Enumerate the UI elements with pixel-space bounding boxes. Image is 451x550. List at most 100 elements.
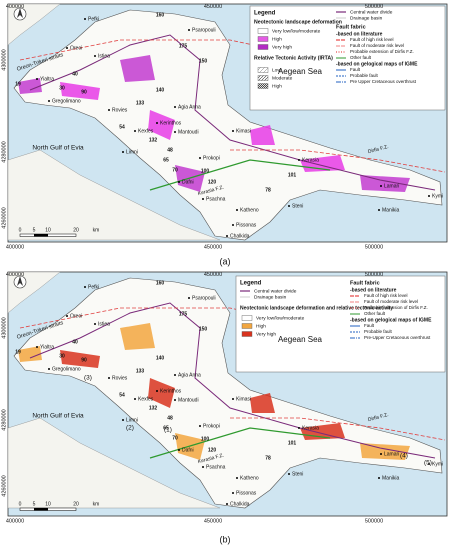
fault — [149, 427, 331, 459]
label: Yialtra — [40, 344, 54, 350]
label: Fault of moderate risk level — [350, 43, 404, 48]
label: Neotectonic landscape deformation — [254, 19, 342, 25]
legend — [249, 5, 446, 111]
label: 48 — [167, 147, 173, 153]
label: (5) — [424, 460, 432, 467]
island — [13, 277, 443, 509]
label: Central water divide — [254, 288, 297, 294]
place-dot — [232, 492, 234, 494]
map-panel — [7, 3, 448, 243]
water-divide — [29, 302, 436, 459]
label: Very low/low/moderate — [272, 28, 321, 34]
place-dot — [156, 390, 158, 392]
label: Fault of moderate risk level — [364, 299, 418, 304]
label: Pissonas — [236, 222, 257, 228]
label: Dafni — [182, 447, 194, 453]
label: Legend — [254, 11, 276, 17]
place-dot — [188, 297, 190, 299]
zone — [18, 78, 42, 94]
place-dot — [174, 106, 176, 108]
island — [13, 9, 443, 241]
place-dot — [202, 466, 204, 468]
label: km — [93, 501, 100, 507]
zone — [148, 378, 175, 408]
label: 4280000 — [1, 141, 7, 162]
north-arrow — [17, 276, 23, 286]
place-dot — [94, 55, 96, 57]
zone — [250, 393, 275, 413]
water-divide — [29, 34, 436, 191]
label: Kexfes — [138, 128, 154, 134]
label: Limni — [126, 149, 138, 155]
place-dot — [108, 377, 110, 379]
label: 70 — [172, 435, 178, 441]
legend-swatch — [257, 28, 269, 34]
place-dot — [378, 209, 380, 211]
label: Rovies — [112, 107, 128, 113]
place-dot — [48, 100, 50, 102]
label: Fault — [350, 67, 361, 72]
label: (4) — [400, 453, 408, 460]
label: Psachna — [206, 464, 226, 470]
legend-swatch — [257, 44, 269, 50]
zone — [250, 125, 275, 145]
label: 400000 — [6, 518, 24, 524]
label: -based on literature — [336, 31, 383, 37]
label: Prokopi — [203, 155, 220, 161]
place-dot — [174, 131, 176, 133]
north-arrow — [17, 8, 23, 18]
label: 78 — [265, 455, 271, 461]
label: (b) — [220, 534, 231, 544]
zone — [120, 323, 155, 350]
label: 5 — [33, 501, 36, 507]
place-dot — [226, 235, 228, 237]
label: Fault fabric — [336, 24, 366, 30]
label: Pissonas — [236, 490, 257, 496]
label: 20 — [73, 501, 79, 507]
place-dot — [84, 286, 86, 288]
label: Very high — [256, 331, 276, 337]
place-dot — [66, 315, 68, 317]
label: Low — [272, 67, 281, 73]
place-dot — [94, 323, 96, 325]
place-dot — [288, 205, 290, 207]
legend-swatch — [257, 83, 269, 89]
label: 65 — [163, 425, 169, 431]
scale-bar — [34, 234, 48, 237]
label: Kerasia — [302, 425, 319, 431]
label: 400000 — [6, 244, 24, 250]
label: Kymi — [432, 461, 443, 467]
label: 101 — [288, 172, 297, 178]
label: 100 — [201, 436, 210, 442]
label: Other fault — [364, 311, 386, 316]
label: Prokopi — [203, 423, 220, 429]
label: Kimasi — [236, 396, 251, 402]
label: High — [256, 323, 266, 329]
label: 10 — [45, 501, 51, 507]
label: -based on literature — [350, 287, 397, 293]
label: Yialtra — [40, 76, 54, 82]
label: Kerasia — [302, 157, 319, 163]
place-dot — [428, 195, 430, 197]
label: 19 — [15, 349, 21, 355]
label: (1) — [164, 427, 172, 434]
label: 0 — [19, 501, 22, 507]
label: North Gulf of Evia — [32, 413, 84, 420]
label: 20 — [73, 227, 79, 233]
place-dot — [380, 185, 382, 187]
place-dot — [36, 346, 38, 348]
label: Oreoi — [70, 313, 82, 319]
label: Fault of high risk level — [364, 293, 408, 298]
zone — [120, 55, 155, 82]
label: 54 — [119, 392, 125, 398]
label: Pefki — [88, 284, 99, 290]
label: 140 — [156, 355, 165, 361]
label: 133 — [136, 100, 145, 106]
zone — [148, 110, 175, 140]
label: 30 — [59, 353, 65, 359]
zone — [360, 175, 410, 192]
label: 400000 — [6, 272, 24, 278]
place-dot — [199, 157, 201, 159]
label: Relative Tectonic Activity (IRTA) — [254, 55, 333, 61]
